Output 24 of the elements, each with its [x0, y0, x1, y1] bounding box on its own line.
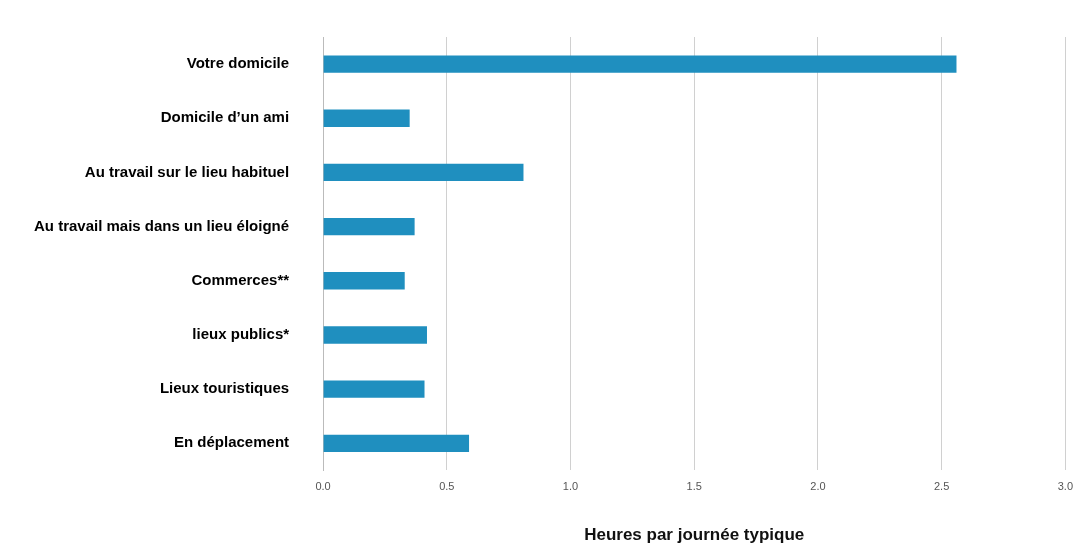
bar [323, 272, 405, 290]
x-tick-label: 2.5 [933, 480, 950, 493]
x-tick-label: 3.0 [1057, 480, 1073, 493]
x-tick-label: 0.0 [315, 480, 331, 493]
bar [323, 380, 425, 398]
bar [323, 55, 957, 73]
y-tick-label: Votre domicile [186, 54, 290, 72]
y-tick-label: Au travail mais dans un lieu éloigné [33, 216, 290, 234]
y-tick-label: lieux publics* [192, 325, 290, 343]
bar [323, 326, 427, 344]
x-tick-label: 1.5 [686, 480, 702, 493]
y-tick-label: Commerces** [191, 270, 290, 288]
y-tick-label: Domicile d’un ami [160, 108, 290, 126]
y-tick-label: En déplacement [174, 433, 290, 451]
bar [323, 434, 470, 452]
x-tick-label: 1.0 [562, 480, 579, 493]
x-tick-label: 0.5 [439, 480, 455, 493]
bar [323, 163, 524, 182]
y-tick-label: Au travail sur le lieu habituel [84, 162, 290, 180]
bar [323, 217, 415, 236]
x-axis-title: Heures par journée typique [584, 525, 805, 545]
x-tick-label: 2.0 [810, 480, 826, 493]
y-tick-label: Lieux touristiques [159, 379, 290, 397]
bar [323, 109, 410, 127]
